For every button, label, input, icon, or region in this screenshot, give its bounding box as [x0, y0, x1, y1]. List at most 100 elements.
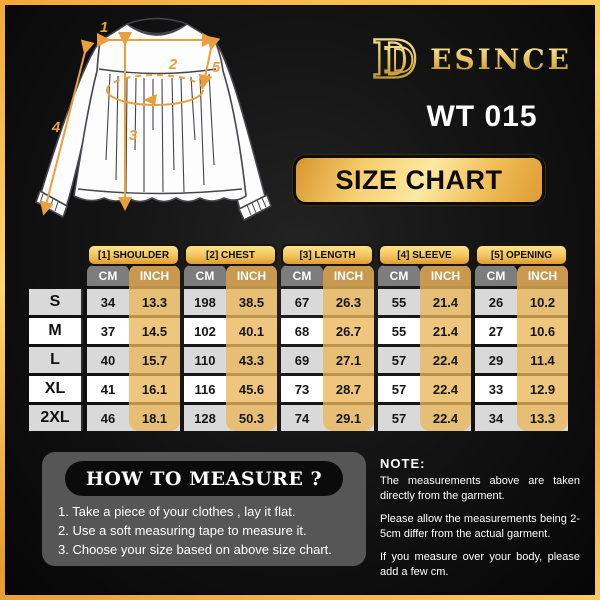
unit-header-inch: INCH — [323, 265, 374, 286]
size-label: M — [29, 318, 83, 344]
table-cell: 14.5 — [141, 323, 168, 339]
table-cell: 11.4 — [530, 352, 555, 368]
column-header-sleeve: [4] SLEEVE — [378, 244, 471, 266]
table-cell: 116 — [194, 381, 216, 397]
column-header-opening: [5] OPENING — [475, 244, 568, 266]
unit-header-inch: INCH — [517, 265, 568, 286]
marker-5: 5 — [212, 59, 221, 76]
table-cell: 27 — [488, 323, 504, 339]
table-cell: 10.6 — [529, 323, 556, 339]
table-cell: 102 — [194, 323, 216, 339]
table-cell: 45.6 — [238, 381, 265, 397]
product-code: WT 015 — [426, 100, 538, 133]
note-section: NOTE: The measurements above are taken d… — [380, 456, 580, 588]
table-cell: 16.1 — [141, 381, 168, 397]
note-paragraph: If you measure over your body, please ad… — [380, 551, 580, 578]
note-paragraph: Please allow the measurements being 2-5c… — [380, 513, 580, 540]
table-cell: 13.3 — [529, 410, 556, 426]
column-group-length: [3] LENGTH CM INCH 67 26.3 68 26.7 69 27.1 … — [281, 244, 374, 431]
brand-logo: D D ESINCE — [372, 26, 572, 92]
column-group-sleeve: [4] SLEEVE CM INCH 55 21.4 55 21.4 57 22.4 … — [378, 244, 471, 431]
column-group-shoulder: [1] SHOULDER CM INCH 34 13.3 37 14.5 40 15.… — [87, 244, 180, 431]
size-chart-title: SIZE CHART — [335, 164, 503, 195]
table-cell: 37 — [100, 323, 116, 339]
table-cell: 110 — [194, 352, 216, 368]
table-cell: 40 — [100, 352, 116, 368]
unit-header-inch: INCH — [129, 265, 180, 286]
note-paragraph: The measurements above are taken directl… — [380, 475, 580, 502]
unit-header-inch: INCH — [420, 265, 471, 286]
table-cell: 57 — [391, 410, 407, 426]
table-cell: 69 — [294, 352, 310, 368]
how-to-measure-steps: 1. Take a piece of your clothes , lay it… — [42, 503, 366, 560]
column-header-length: [3] LENGTH — [281, 244, 374, 266]
blouse-illustration: 1 2 3 4 5 — [35, 17, 272, 221]
table-cell: 34 — [488, 410, 504, 426]
unit-header-cm: CM — [87, 265, 129, 286]
size-table: S M L XL 2XL [1] SHOULDER CM INCH 34 13.3… — [29, 244, 568, 431]
how-to-measure-panel: HOW TO MEASURE ? 1. Take a piece of your… — [42, 452, 366, 566]
table-cell: 26.7 — [335, 323, 362, 339]
collar-top-line — [126, 17, 188, 25]
measure-step: 3. Choose your size based on above size … — [58, 541, 332, 557]
measure-step: 2. Use a soft measuring tape to measure … — [58, 522, 307, 538]
table-cell: 67 — [294, 294, 310, 310]
table-cell: 198 — [194, 294, 216, 310]
table-cell: 13.3 — [141, 294, 168, 310]
brand-name: ESINCE — [430, 42, 572, 76]
table-cell: 28.7 — [335, 381, 362, 397]
size-label-column: S M L XL 2XL — [29, 244, 83, 431]
measure-step: 1. Take a piece of your clothes , lay it… — [58, 504, 296, 519]
marker-4: 4 — [51, 119, 61, 136]
how-to-measure-pill: HOW TO MEASURE ? — [65, 461, 343, 496]
table-cell: 68 — [294, 323, 310, 339]
table-cell: 15.7 — [141, 352, 168, 368]
table-cell: 27.1 — [335, 352, 362, 368]
table-cell: 57 — [391, 352, 407, 368]
table-cell: 40.1 — [238, 323, 265, 339]
table-cell: 57 — [391, 381, 407, 397]
table-cell: 41 — [100, 381, 116, 397]
table-cell: 43.3 — [238, 352, 265, 368]
table-cell: 38.5 — [238, 294, 265, 310]
table-cell: 29 — [488, 352, 504, 368]
marker-3: 3 — [129, 127, 138, 144]
table-cell: 33 — [488, 381, 504, 397]
table-cell: 74 — [294, 410, 310, 426]
svg-text:D: D — [384, 41, 414, 82]
table-cell: 22.4 — [432, 381, 459, 397]
column-group-chest: [2] CHEST CM INCH 198 38.5 102 40.1 110 43.… — [184, 244, 277, 431]
table-cell: 34 — [100, 294, 116, 310]
unit-header-cm: CM — [475, 265, 517, 286]
table-cell: 26 — [488, 294, 504, 310]
table-cell: 55 — [391, 323, 407, 339]
size-chart-banner: SIZE CHART — [293, 155, 545, 205]
table-cell: 29.1 — [335, 410, 362, 426]
size-label: 2XL — [29, 405, 83, 431]
table-cell: 55 — [391, 294, 407, 310]
table-cell: 128 — [194, 410, 216, 426]
note-title: NOTE: — [380, 456, 426, 471]
table-cell: 22.4 — [432, 410, 459, 426]
table-cell: 18.1 — [141, 410, 168, 426]
size-label: L — [29, 347, 83, 373]
column-header-shoulder: [1] SHOULDER — [87, 244, 180, 266]
table-cell: 12.9 — [529, 381, 556, 397]
marker-1: 1 — [100, 19, 108, 36]
marker-2: 2 — [168, 56, 178, 73]
column-header-chest: [2] CHEST — [184, 244, 277, 266]
table-cell: 73 — [294, 381, 310, 397]
table-cell: 21.4 — [432, 294, 459, 310]
table-cell: 46 — [100, 410, 116, 426]
garment-diagram: 1 2 3 4 5 — [26, 10, 294, 240]
table-cell: 22.4 — [432, 352, 459, 368]
size-label: XL — [29, 376, 83, 402]
unit-header-cm: CM — [184, 265, 226, 286]
brand-logo-d-icon: D D — [372, 29, 418, 89]
size-label: S — [29, 289, 83, 315]
table-cell: 10.2 — [529, 294, 556, 310]
table-cell: 50.3 — [238, 410, 265, 426]
column-group-opening: [5] OPENING CM INCH 26 10.2 27 10.6 29 11.4… — [475, 244, 568, 431]
unit-header-cm: CM — [281, 265, 323, 286]
